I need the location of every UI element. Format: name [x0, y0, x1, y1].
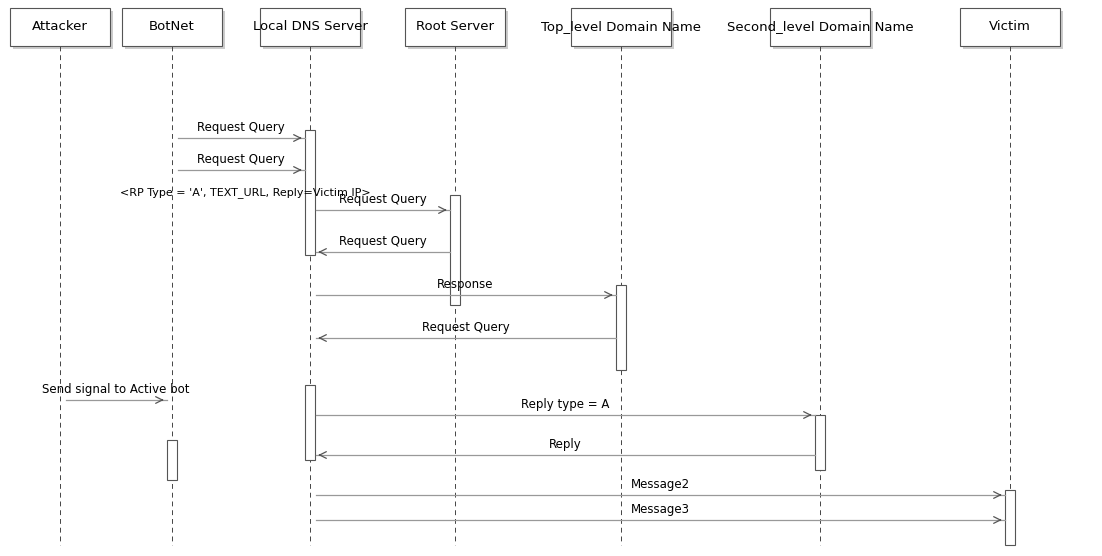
Text: Reply type = A: Reply type = A: [521, 398, 609, 411]
Text: Attacker: Attacker: [32, 21, 88, 33]
Bar: [1005, 490, 1015, 545]
Text: Response: Response: [437, 278, 494, 291]
Text: Reply: Reply: [549, 438, 582, 451]
Bar: [960, 8, 1060, 46]
Text: Root Server: Root Server: [415, 21, 494, 33]
Bar: [10, 8, 110, 46]
Bar: [260, 8, 360, 46]
Text: BotNet: BotNet: [149, 21, 195, 33]
Text: Top_level Domain Name: Top_level Domain Name: [541, 21, 701, 33]
Text: Request Query: Request Query: [338, 193, 426, 206]
Bar: [305, 385, 315, 460]
Bar: [571, 8, 671, 46]
Bar: [773, 11, 873, 49]
Text: Message2: Message2: [630, 478, 690, 491]
Bar: [125, 11, 225, 49]
Bar: [305, 130, 315, 255]
Bar: [408, 11, 508, 49]
Bar: [263, 11, 363, 49]
Text: Local DNS Server: Local DNS Server: [252, 21, 367, 33]
Bar: [168, 440, 177, 480]
Bar: [616, 285, 626, 370]
Bar: [963, 11, 1063, 49]
Bar: [406, 8, 505, 46]
Bar: [450, 195, 460, 305]
Text: Send signal to Active bot: Send signal to Active bot: [42, 383, 190, 396]
Text: Request Query: Request Query: [338, 235, 426, 248]
Text: Message3: Message3: [630, 503, 690, 516]
Text: Second_level Domain Name: Second_level Domain Name: [726, 21, 914, 33]
Bar: [815, 415, 825, 470]
Bar: [574, 11, 674, 49]
Text: <RP Type = 'A', TEXT_URL, Reply=Victim IP>: <RP Type = 'A', TEXT_URL, Reply=Victim I…: [120, 187, 370, 198]
Text: Request Query: Request Query: [422, 321, 509, 334]
Text: Victim: Victim: [990, 21, 1031, 33]
Bar: [770, 8, 869, 46]
Text: Request Query: Request Query: [197, 121, 285, 134]
Bar: [122, 8, 222, 46]
Bar: [13, 11, 114, 49]
Text: Request Query: Request Query: [197, 153, 285, 166]
